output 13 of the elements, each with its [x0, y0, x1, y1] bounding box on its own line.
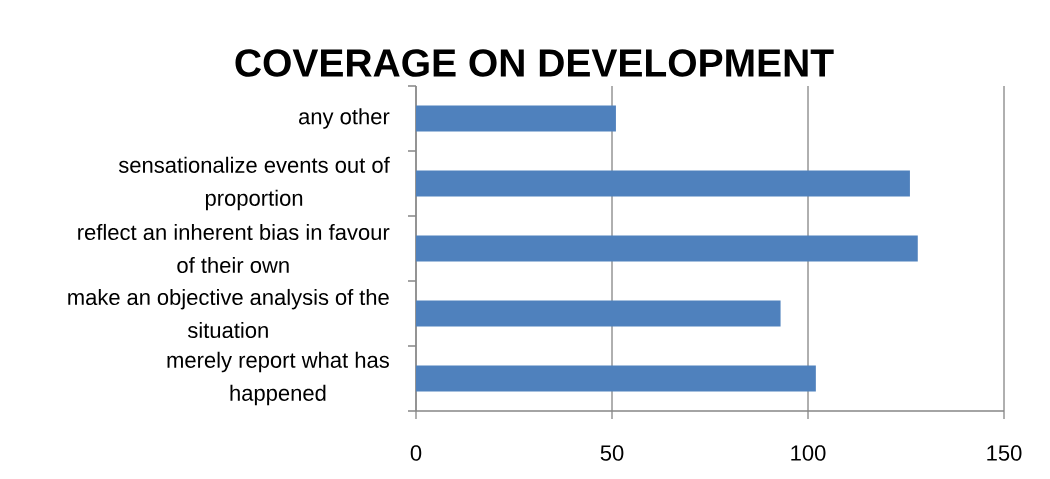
x-tick-label: 100 [791, 445, 826, 461]
x-tick-label: 0 [410, 445, 422, 461]
chart-title: COVERAGE ON DEVELOPMENT [235, 49, 834, 77]
x-tick-label: 150 [987, 445, 1022, 461]
bar [416, 300, 781, 327]
y-tick-label: sensationalize events out of proportion [118, 156, 390, 211]
bar [416, 235, 918, 262]
bar [416, 365, 816, 392]
x-tick-label: 50 [600, 445, 624, 461]
y-tick-label: merely report what has happened [167, 351, 389, 406]
bar [416, 170, 910, 197]
bar [416, 105, 616, 132]
y-tick-label: any other [299, 108, 390, 129]
